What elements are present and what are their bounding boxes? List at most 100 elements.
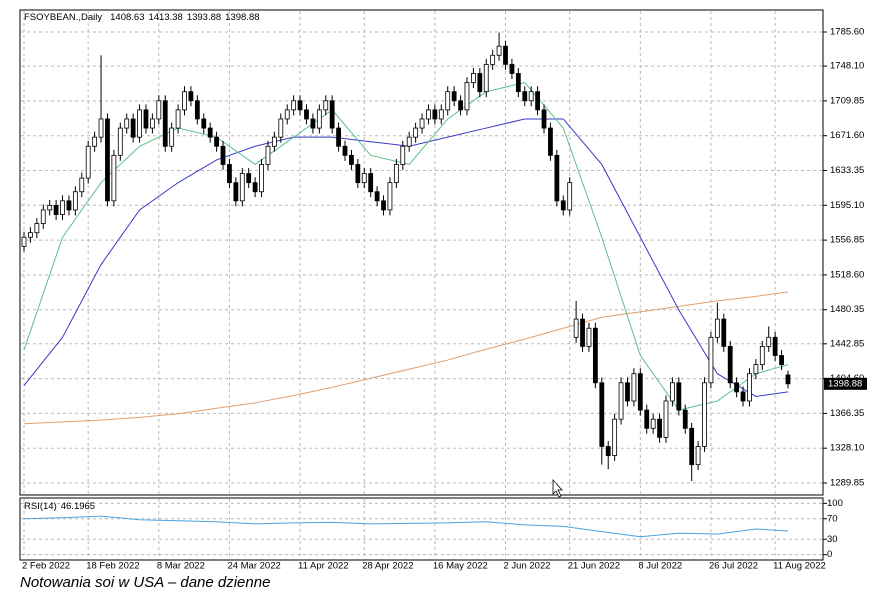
candle-body (740, 391, 746, 402)
candle-body (329, 100, 335, 129)
candle-body (239, 173, 245, 202)
ohlc-value: 1398.88 (225, 12, 259, 23)
candle-body (265, 145, 271, 165)
candle-body (426, 109, 431, 120)
candle-body (644, 409, 650, 429)
price-label-box (824, 377, 867, 390)
candle-body (336, 127, 341, 147)
indicator-line (23, 515, 789, 538)
caption: Notowania soi w USA – dane dzienne (20, 574, 270, 591)
y-tick-label: 1709.85 (830, 95, 864, 106)
x-tick-label: 28 Apr 2022 (362, 561, 413, 572)
rsi-panel (19, 497, 824, 561)
x-tick-label: 18 Feb 2022 (86, 561, 139, 572)
candle-body (759, 346, 765, 365)
candle-body (586, 327, 592, 347)
x-tick-label: 24 Mar 2022 (227, 561, 280, 572)
candle-body (143, 109, 149, 129)
candle-body (695, 446, 701, 466)
y-tick-label: 1518.60 (830, 269, 864, 280)
candle-body (509, 63, 515, 74)
candle-body (66, 200, 72, 211)
candle-body (85, 145, 91, 179)
candle-body (451, 91, 457, 102)
candle-body (169, 127, 175, 147)
candle-body (779, 355, 784, 365)
candle-body (766, 336, 772, 347)
candle-body (503, 45, 508, 65)
x-tick-label: 26 Jul 2022 (709, 561, 758, 572)
candle-body (400, 145, 406, 165)
candle-body (34, 223, 40, 234)
candle-body (747, 373, 752, 402)
candle-body (528, 91, 534, 102)
candle-body (682, 409, 688, 429)
candle-body (464, 82, 470, 111)
candle-body (28, 232, 33, 238)
candle-body (470, 73, 476, 83)
candle-body (548, 127, 553, 156)
candle-body (663, 400, 669, 438)
candle-body (72, 191, 78, 211)
candle-body (727, 346, 733, 384)
candle-body (246, 173, 252, 184)
candle-body (714, 318, 720, 338)
candle-body (284, 109, 290, 120)
candle-body (162, 100, 168, 147)
y-tick-label: 1785.60 (830, 27, 864, 38)
candle-body (291, 100, 297, 111)
candle-body (631, 373, 637, 402)
ohlc-value: 1413.38 (148, 12, 182, 23)
x-tick-label: 16 May 2022 (433, 561, 488, 572)
candle-body (156, 100, 162, 120)
candle-body (92, 136, 98, 147)
candle-body (60, 200, 65, 215)
y-tick-label: 1633.35 (830, 165, 864, 176)
candle-body (605, 446, 611, 456)
candle-body (772, 336, 778, 356)
candle-body (182, 91, 187, 111)
indicator-line (23, 118, 789, 397)
candle-body (567, 182, 573, 211)
candle-body (477, 73, 483, 93)
candle-body (342, 145, 348, 156)
indicator-line (23, 82, 789, 411)
y-tick-label: 1671.60 (830, 130, 864, 141)
x-tick-label: 11 Aug 2022 (773, 561, 826, 572)
ohlc-value: 1393.88 (187, 12, 221, 23)
candle-body (137, 109, 142, 138)
y-tick-label: 100 (827, 498, 843, 509)
candle-body (490, 54, 496, 65)
candle-body (194, 100, 200, 120)
price-label: 1398.88 (828, 378, 862, 389)
candle-body (175, 109, 181, 129)
candle-body (349, 154, 354, 165)
x-tick-label: 11 Apr 2022 (298, 561, 349, 572)
chart-header: FSOYBEAN.,Daily 1408.63 1413.38 1393.88 1398… (24, 12, 260, 23)
candle-body (496, 45, 502, 56)
candle-body (637, 373, 643, 411)
candle-body (618, 382, 624, 420)
candle-body (592, 327, 598, 384)
x-tick-label: 8 Mar 2022 (157, 561, 205, 572)
candle-body (252, 182, 258, 193)
x-tick-label: 2 Jun 2022 (504, 561, 551, 572)
x-tick-label: 21 Jun 2022 (568, 561, 620, 572)
candle-body (304, 109, 309, 120)
candle-body (438, 109, 444, 120)
candle-body (413, 127, 419, 138)
indicator-title: RSI(14) (24, 501, 57, 512)
candle-body (117, 127, 123, 156)
indicator-line (23, 291, 789, 425)
candle-body (355, 164, 361, 184)
candle-body (612, 418, 618, 456)
candle-body (124, 118, 130, 129)
candle-body (374, 191, 380, 202)
candle-body (233, 182, 239, 202)
x-tick-label: 8 Jul 2022 (638, 561, 682, 572)
candle-body (188, 91, 194, 102)
y-tick-label: 0 (827, 549, 832, 560)
candle-body (207, 127, 213, 138)
candle-body (316, 109, 322, 129)
